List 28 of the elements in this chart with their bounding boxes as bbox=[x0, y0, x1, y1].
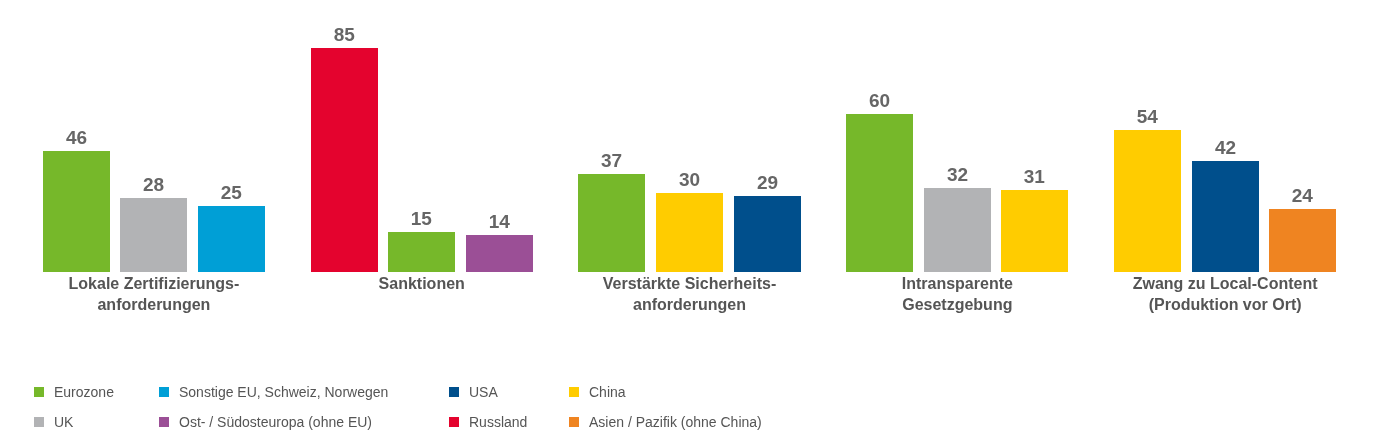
x-tick-label: Zwang zu Local-Content (Produktion vor Ort) bbox=[1132, 275, 1319, 313]
data-label: 25 bbox=[220, 182, 243, 203]
data-label: 42 bbox=[1214, 137, 1237, 158]
legend-label: Asien / Pazifik (ohne China) bbox=[589, 414, 762, 430]
x-tick-label: Lokale Zertifizierungs- anforderungen bbox=[68, 275, 240, 313]
data-label: 46 bbox=[65, 127, 88, 148]
x-tick-label: Verstärkte Sicherheits- anforderungen bbox=[602, 275, 777, 313]
x-tick-label: Sanktionen bbox=[378, 275, 465, 292]
data-label: 54 bbox=[1136, 106, 1159, 127]
legend-label: USA bbox=[469, 384, 498, 400]
data-label: 32 bbox=[946, 164, 969, 185]
legend-label: China bbox=[589, 384, 626, 400]
legend-label: UK bbox=[54, 414, 74, 430]
data-label: 15 bbox=[410, 208, 433, 229]
data-label: 29 bbox=[756, 172, 779, 193]
legend-label: Sonstige EU, Schweiz, Norwegen bbox=[179, 384, 389, 400]
data-label: 31 bbox=[1023, 166, 1046, 187]
legend-label: Ost- / Südosteuropa (ohne EU) bbox=[179, 414, 372, 430]
data-label: 28 bbox=[142, 174, 165, 195]
data-label: 37 bbox=[600, 150, 623, 171]
x-tick-label: Intransparente Gesetzgebung bbox=[901, 275, 1013, 313]
data-label: 85 bbox=[333, 24, 356, 45]
data-label: 60 bbox=[868, 90, 891, 111]
legend-label: Russland bbox=[469, 414, 528, 430]
data-label: 24 bbox=[1291, 185, 1314, 206]
legend-label: Eurozone bbox=[54, 384, 114, 400]
data-label: 14 bbox=[488, 211, 511, 232]
data-label: 30 bbox=[678, 169, 701, 190]
